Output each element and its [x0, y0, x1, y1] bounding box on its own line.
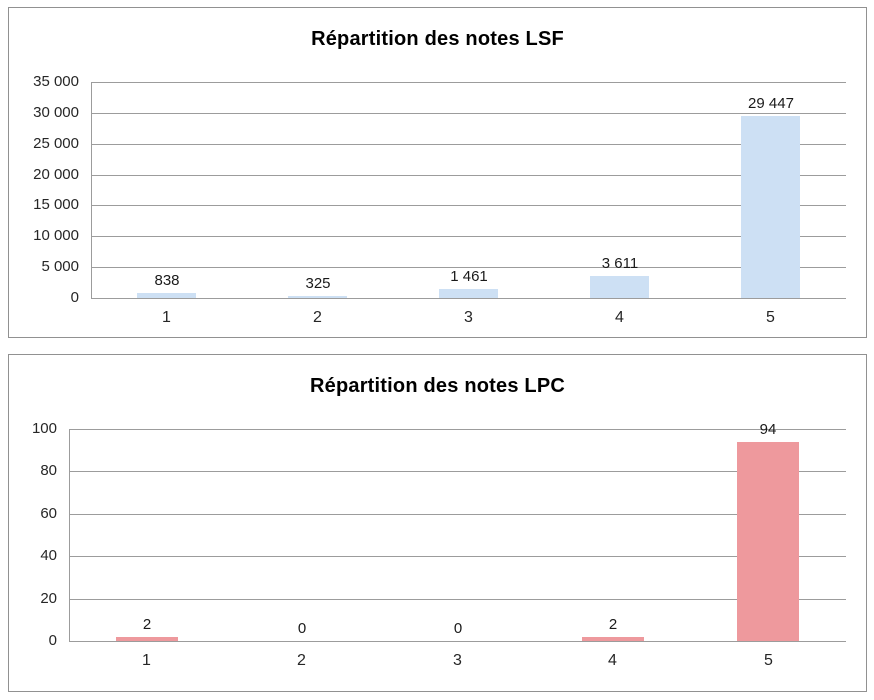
lsf-chart-title: Répartition des notes LSF [311, 28, 564, 50]
y-tick-label: 30 000 [33, 104, 79, 121]
x-tick-label: 2 [297, 652, 306, 669]
y-tick-label: 25 000 [33, 135, 79, 152]
x-tick-label: 1 [142, 652, 151, 669]
x-tick-label: 2 [313, 309, 322, 326]
y-tick-label: 100 [31, 420, 57, 437]
value-label: 3 611 [601, 255, 639, 272]
x-tick-label: 5 [766, 309, 775, 326]
y-tick-label: 80 [40, 462, 57, 479]
y-tick-label: 10 000 [33, 227, 79, 244]
y-tick-label: 40 [40, 547, 57, 564]
gridline [69, 429, 846, 430]
value-label: 0 [453, 620, 463, 637]
bar-note-4 [582, 637, 644, 641]
gridline [69, 599, 846, 600]
x-tick-label: 3 [464, 309, 473, 326]
y-tick-label: 15 000 [33, 196, 79, 213]
value-label: 94 [759, 421, 777, 438]
lpc-chart-panel: Répartition des notes LPC 0 20 40 60 80 100 2 1… [8, 354, 867, 692]
y-tick-label: 20 000 [33, 166, 79, 183]
value-label: 2 [608, 616, 618, 633]
value-label: 838 [154, 272, 180, 289]
y-tick-label: 60 [40, 505, 57, 522]
x-tick-label: 4 [615, 309, 624, 326]
x-tick-label: 5 [764, 652, 773, 669]
gridline [69, 471, 846, 472]
x-tick-label: 3 [453, 652, 462, 669]
gridline [91, 298, 846, 299]
x-tick-label: 1 [162, 309, 171, 326]
lsf-chart-plot: 0 5 000 10 000 15 000 20 000 25 000 30 000 35 0… [9, 8, 866, 337]
y-tick-label: 5 000 [41, 258, 79, 275]
gridline [91, 175, 846, 176]
value-label: 325 [305, 275, 331, 292]
gridline [91, 113, 846, 114]
lpc-chart-title: Répartition des notes LPC [309, 375, 566, 397]
value-label: 0 [297, 620, 307, 637]
y-tick-label: 0 [48, 632, 57, 649]
gridline [91, 144, 846, 145]
y-axis-line [91, 82, 92, 298]
bar-note-3 [439, 289, 498, 298]
gridline [69, 514, 846, 515]
gridline [69, 556, 846, 557]
lpc-chart-plot: 0 20 40 60 80 100 2 1 0 2 0 3 2 4 94 5 [9, 355, 866, 691]
bar-note-1 [137, 293, 196, 298]
bar-note-5 [741, 116, 800, 298]
y-tick-label: 20 [40, 590, 57, 607]
y-tick-label: 0 [70, 289, 79, 306]
gridline [91, 236, 846, 237]
bar-note-5 [737, 442, 799, 641]
gridline [91, 267, 846, 268]
bar-note-4 [590, 276, 649, 298]
value-label: 2 [142, 616, 152, 633]
value-label: 1 461 [450, 268, 488, 285]
y-axis-line [69, 429, 70, 641]
bar-note-1 [116, 637, 178, 641]
y-tick-label: 35 000 [33, 73, 79, 90]
gridline [91, 205, 846, 206]
gridline [69, 641, 846, 642]
gridline [91, 82, 846, 83]
bar-note-2 [288, 296, 347, 298]
value-label: 29 447 [748, 95, 794, 112]
x-tick-label: 4 [608, 652, 617, 669]
